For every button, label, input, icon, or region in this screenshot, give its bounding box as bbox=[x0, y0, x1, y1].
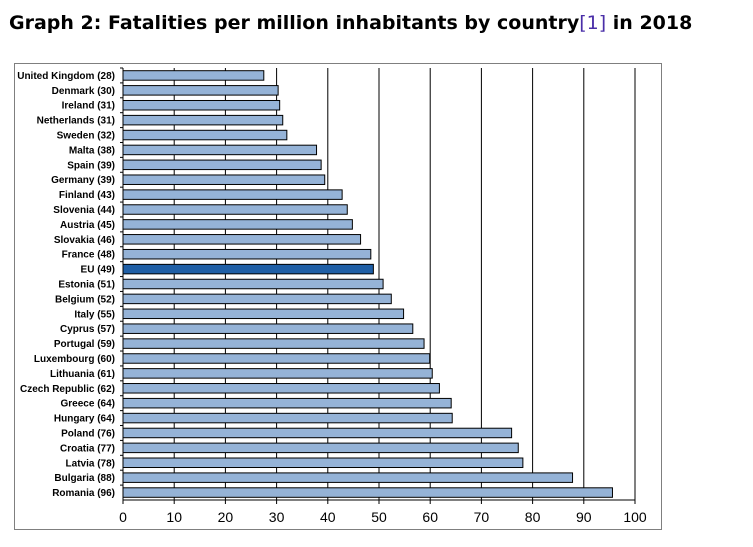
category-label: Hungary (64) bbox=[54, 414, 115, 425]
bar bbox=[122, 144, 318, 156]
category-label: Malta (38) bbox=[69, 145, 115, 156]
category-label: Poland (76) bbox=[61, 428, 115, 439]
category-label: Estonia (51) bbox=[58, 280, 115, 291]
bar bbox=[122, 219, 353, 230]
x-tick-label: 30 bbox=[269, 509, 285, 525]
category-label: Slovakia (46) bbox=[54, 235, 115, 246]
x-tick-label: 0 bbox=[119, 509, 127, 525]
category-label: United Kingdom (28) bbox=[17, 71, 115, 82]
bar bbox=[122, 323, 414, 334]
bar bbox=[122, 353, 431, 364]
category-label: Ireland (31) bbox=[62, 101, 115, 112]
bar bbox=[122, 338, 425, 349]
bar bbox=[122, 129, 288, 141]
category-label: Bulgaria (88) bbox=[54, 473, 115, 484]
bar bbox=[122, 70, 265, 81]
category-label: Sweden (32) bbox=[57, 131, 115, 142]
x-tick-label: 20 bbox=[218, 509, 234, 525]
title-main: Graph 2: Fatalities per million inhabita… bbox=[9, 12, 580, 34]
title-suffix: in 2018 bbox=[606, 12, 693, 34]
bar bbox=[122, 308, 405, 320]
category-label: Portugal (59) bbox=[54, 339, 115, 350]
category-label: Finland (43) bbox=[59, 190, 115, 201]
category-label: Greece (64) bbox=[61, 399, 115, 410]
x-tick-label: 40 bbox=[320, 509, 336, 525]
footnote-link[interactable]: [1] bbox=[579, 12, 607, 34]
category-label: Netherlands (31) bbox=[37, 116, 115, 127]
x-tick-label: 50 bbox=[371, 509, 387, 525]
bar bbox=[122, 293, 392, 305]
bar bbox=[122, 114, 284, 126]
category-label: Croatia (77) bbox=[60, 443, 115, 454]
bar bbox=[122, 278, 384, 290]
category-label: Lithuania (61) bbox=[50, 369, 115, 380]
bar bbox=[122, 159, 322, 171]
category-label: Romania (96) bbox=[52, 488, 115, 499]
chart-frame bbox=[14, 63, 662, 530]
category-label: Belgium (52) bbox=[55, 294, 115, 305]
bar bbox=[122, 457, 524, 469]
bar-highlight bbox=[122, 263, 374, 275]
x-tick-label: 10 bbox=[166, 509, 182, 525]
x-tick-label: 90 bbox=[576, 509, 592, 525]
bar bbox=[122, 397, 452, 409]
bar bbox=[122, 234, 362, 245]
bar bbox=[122, 383, 440, 394]
category-label: Luxembourg (60) bbox=[34, 354, 115, 365]
bar bbox=[122, 85, 279, 96]
bar bbox=[122, 427, 513, 439]
bar bbox=[122, 368, 433, 379]
bar bbox=[122, 248, 372, 260]
category-label: Spain (39) bbox=[67, 160, 115, 171]
bar bbox=[122, 174, 326, 185]
category-label: Latvia (78) bbox=[66, 458, 115, 469]
category-label: EU (49) bbox=[81, 265, 115, 276]
x-tick-label: 100 bbox=[623, 509, 647, 525]
category-label: Italy (55) bbox=[74, 309, 115, 320]
page-title: Graph 2: Fatalities per million inhabita… bbox=[9, 12, 692, 34]
x-tick-label: 60 bbox=[422, 509, 438, 525]
category-label: Cyprus (57) bbox=[60, 324, 115, 335]
category-label: Czech Republic (62) bbox=[20, 384, 115, 395]
x-tick-label: 70 bbox=[474, 509, 490, 525]
category-label: Denmark (30) bbox=[52, 86, 115, 97]
bar bbox=[122, 487, 613, 498]
category-label: France (48) bbox=[62, 250, 115, 261]
x-tick-label: 80 bbox=[525, 509, 541, 525]
category-label: Slovenia (44) bbox=[53, 205, 115, 216]
bar bbox=[122, 472, 574, 483]
category-label: Germany (39) bbox=[51, 175, 115, 186]
bar bbox=[122, 412, 453, 424]
bar bbox=[122, 99, 281, 111]
category-label: Austria (45) bbox=[60, 220, 115, 231]
bar bbox=[122, 189, 343, 200]
bar bbox=[122, 204, 348, 215]
bar bbox=[122, 442, 519, 454]
